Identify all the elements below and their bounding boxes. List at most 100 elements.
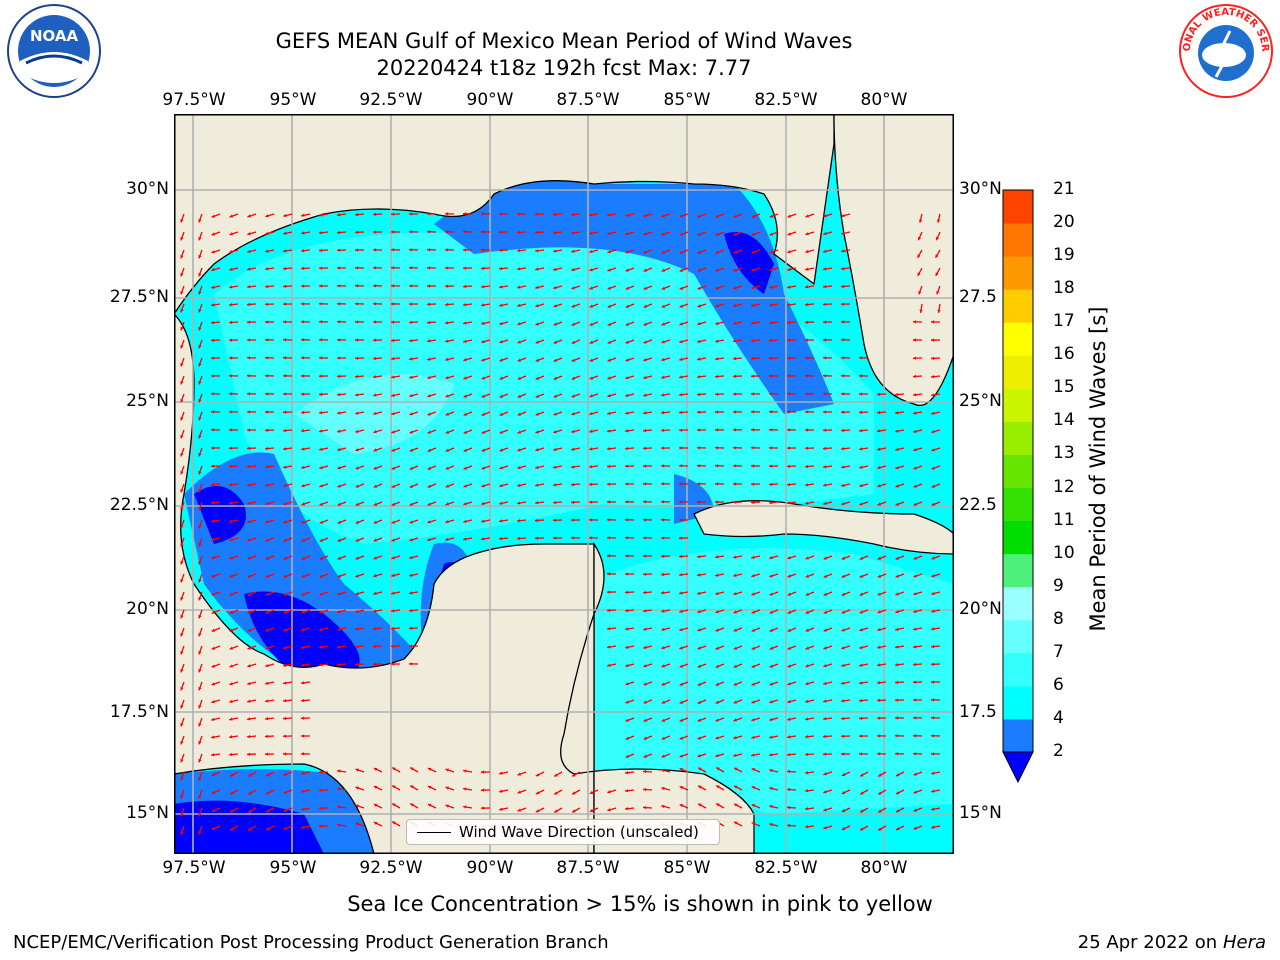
wind-wave-arrowhead bbox=[229, 682, 233, 686]
wind-wave-arrowhead bbox=[751, 555, 755, 559]
wind-wave-arrowhead bbox=[895, 773, 900, 777]
wind-wave-arrowhead bbox=[859, 502, 863, 506]
wind-wave-arrowhead bbox=[427, 248, 431, 252]
wind-wave-arrowhead bbox=[499, 771, 503, 775]
lon-tick-bottom: 90°W bbox=[466, 858, 514, 878]
wind-wave-arrowhead bbox=[445, 466, 450, 470]
wind-wave-arrowhead bbox=[715, 700, 720, 704]
wind-wave-arrowhead bbox=[301, 574, 306, 578]
wind-wave-arrowhead bbox=[319, 824, 323, 828]
wind-wave-arrowhead bbox=[198, 326, 202, 331]
wind-wave-arrowhead bbox=[391, 573, 395, 578]
wind-wave-arrowhead bbox=[180, 542, 184, 547]
wind-wave-arrowhead bbox=[679, 718, 684, 722]
wind-wave-arrowhead bbox=[805, 302, 809, 307]
wind-wave-arrowhead bbox=[679, 214, 683, 218]
wind-wave-arrowhead bbox=[391, 502, 396, 506]
wind-wave-arrowhead bbox=[913, 393, 917, 397]
chart-title: GEFS MEAN Gulf of Mexico Mean Period of … bbox=[275, 29, 853, 53]
wind-wave-arrowhead bbox=[572, 773, 576, 777]
wind-wave-arrowhead bbox=[878, 809, 882, 813]
wind-wave-arrowhead bbox=[751, 410, 755, 414]
wind-wave-arrowhead bbox=[283, 610, 288, 614]
wind-wave-arrowhead bbox=[913, 645, 917, 649]
colorbar-tick-label: 9 bbox=[1053, 575, 1064, 596]
wind-wave-arrowhead bbox=[301, 284, 305, 288]
wind-wave-arrowhead bbox=[265, 465, 269, 469]
wind-wave-arrowhead bbox=[211, 303, 215, 307]
land-central-america bbox=[560, 541, 755, 854]
wind-wave-arrowhead bbox=[373, 767, 378, 771]
wind-wave-arrowhead bbox=[823, 284, 827, 289]
wind-wave-arrowhead bbox=[715, 718, 719, 722]
wind-wave-arrowhead bbox=[229, 267, 233, 271]
wind-wave-arrowhead bbox=[337, 787, 341, 791]
wind-wave-arrowhead bbox=[391, 284, 395, 288]
wind-wave-arrowhead bbox=[625, 411, 629, 415]
wind-wave-arrowhead bbox=[751, 592, 755, 596]
wind-wave-arrowhead bbox=[319, 788, 323, 792]
wind-wave-arrowhead bbox=[265, 249, 269, 253]
colorbar-tick-label: 12 bbox=[1053, 476, 1075, 497]
wind-wave-arrowhead bbox=[877, 502, 881, 506]
wind-wave-arrowhead bbox=[733, 592, 737, 596]
wind-wave-arrowhead bbox=[553, 500, 557, 505]
wind-wave-arrowhead bbox=[499, 430, 504, 434]
wind-wave-arrowhead bbox=[679, 428, 683, 432]
wind-wave-arrowhead bbox=[769, 338, 773, 343]
wind-wave-arrowhead bbox=[355, 520, 360, 524]
wind-wave-arrowhead bbox=[643, 375, 647, 380]
wind-wave-arrowhead bbox=[553, 376, 558, 380]
wind-wave-arrowhead bbox=[392, 785, 396, 789]
wind-wave-arrowhead bbox=[643, 645, 647, 650]
wind-wave-arrowhead bbox=[679, 232, 684, 236]
wind-wave-arrowhead bbox=[198, 380, 202, 385]
wind-wave-arrowhead bbox=[625, 754, 630, 758]
wind-wave-arrowhead bbox=[180, 308, 184, 313]
wind-wave-arrowhead bbox=[535, 304, 539, 308]
wind-wave-arrowhead bbox=[553, 212, 557, 217]
wind-wave-arrowhead bbox=[535, 267, 539, 271]
wind-wave-arrowhead bbox=[607, 608, 611, 613]
wind-wave-arrowhead bbox=[841, 826, 846, 830]
wind-wave-arrowhead bbox=[535, 483, 539, 487]
wind-wave-arrowhead bbox=[805, 717, 809, 721]
wind-wave-arrowhead bbox=[715, 339, 719, 343]
wind-wave-arrowhead bbox=[805, 825, 809, 829]
wind-wave-arrowhead bbox=[895, 592, 899, 596]
wind-wave-arrowhead bbox=[859, 556, 864, 560]
wind-wave-arrowhead bbox=[301, 302, 305, 306]
wind-wave-arrowhead bbox=[248, 773, 252, 777]
wind-wave-arrowhead bbox=[697, 250, 702, 254]
wind-wave-arrowhead bbox=[355, 768, 359, 772]
wind-wave-arrowhead bbox=[823, 681, 827, 686]
wind-wave-arrowhead bbox=[373, 302, 377, 306]
wind-wave-arrowhead bbox=[535, 358, 540, 362]
wind-wave-arrowhead bbox=[859, 374, 863, 378]
wind-wave-arrowhead bbox=[769, 321, 773, 325]
wind-wave-arrowhead bbox=[319, 645, 323, 649]
wind-wave-arrowhead bbox=[463, 321, 467, 325]
wind-wave-arrowhead bbox=[229, 285, 233, 289]
wind-wave-arrowhead bbox=[935, 254, 939, 258]
wind-wave-arrowhead bbox=[661, 268, 666, 272]
wind-wave-arrowhead bbox=[211, 446, 215, 450]
wind-wave-arrowhead bbox=[697, 375, 701, 379]
wind-wave-arrowhead bbox=[265, 574, 270, 578]
wind-wave-arrowhead bbox=[319, 410, 323, 415]
wind-wave-arrowhead bbox=[229, 717, 233, 721]
wind-wave-arrowhead bbox=[553, 285, 557, 290]
wind-wave-arrowhead bbox=[715, 610, 719, 614]
wind-wave-arrowhead bbox=[392, 767, 396, 771]
wind-wave-arrowhead bbox=[661, 718, 666, 722]
wind-wave-arrowhead bbox=[301, 538, 306, 542]
wind-wave-arrowhead bbox=[463, 358, 467, 362]
wind-wave-arrowhead bbox=[823, 446, 827, 451]
wind-wave-arrowhead bbox=[589, 790, 594, 794]
wind-wave-arrowhead bbox=[229, 610, 234, 614]
wind-wave-arrowhead bbox=[698, 785, 702, 789]
wind-wave-arrowhead bbox=[445, 321, 449, 325]
colorbar-title: Mean Period of Wind Waves [s] bbox=[1086, 306, 1110, 632]
wind-wave-arrowhead bbox=[931, 807, 935, 811]
wind-wave-arrowhead bbox=[265, 681, 269, 685]
